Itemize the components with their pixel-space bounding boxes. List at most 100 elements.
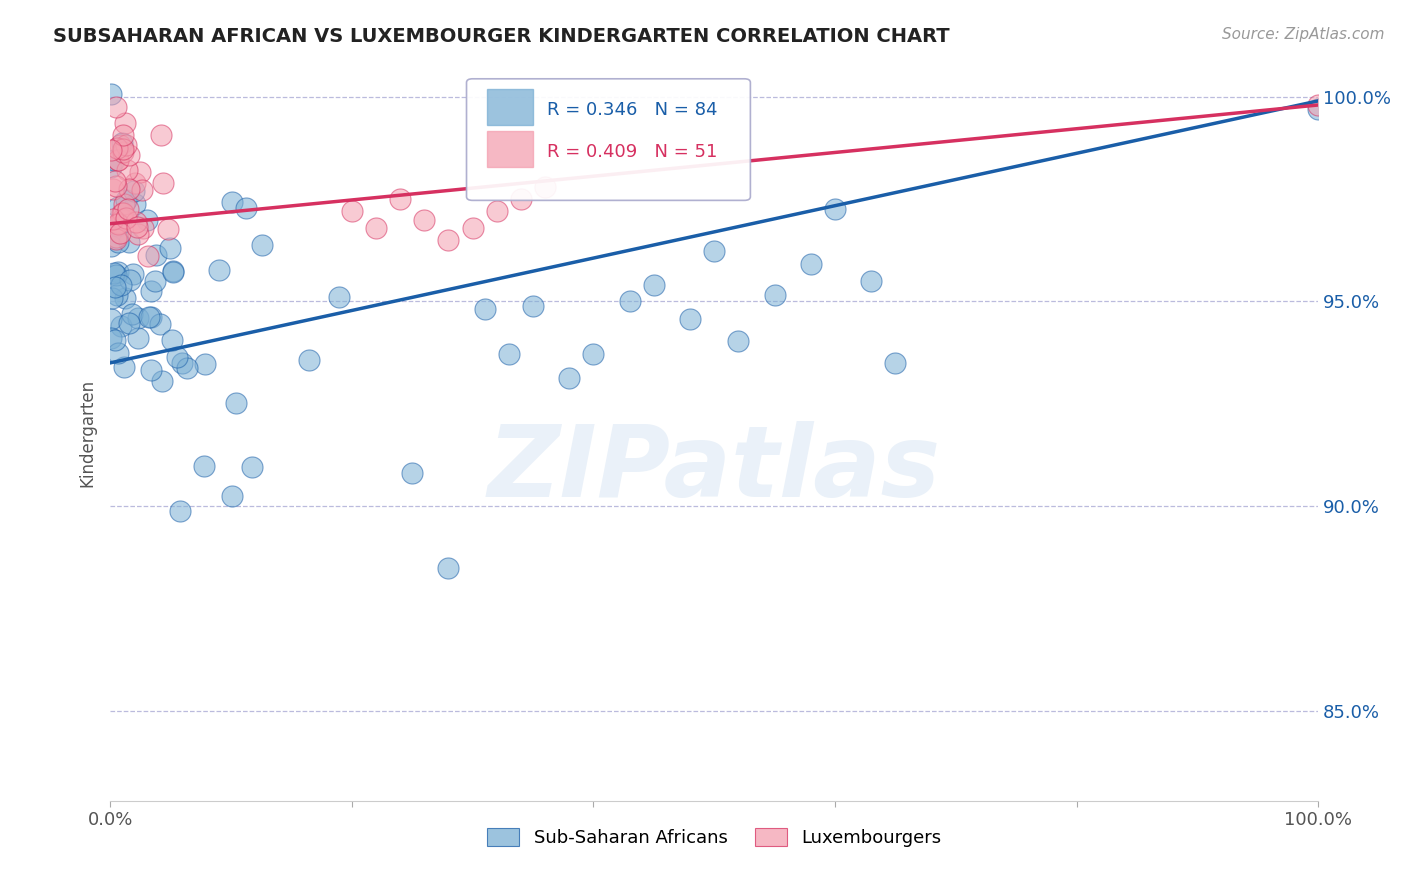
Sub-Saharan Africans — [401, 467, 423, 481]
Sub-Saharan Africans — [114, 291, 136, 305]
Luxembourgers — [117, 202, 139, 217]
Sub-Saharan Africans — [176, 361, 198, 376]
Luxembourgers — [125, 215, 148, 229]
Luxembourgers — [485, 204, 508, 219]
Y-axis label: Kindergarten: Kindergarten — [79, 378, 96, 486]
Luxembourgers — [1308, 98, 1330, 112]
Luxembourgers — [103, 182, 125, 196]
Sub-Saharan Africans — [118, 273, 141, 287]
Sub-Saharan Africans — [328, 290, 350, 304]
Text: SUBSAHARAN AFRICAN VS LUXEMBOURGER KINDERGARTEN CORRELATION CHART: SUBSAHARAN AFRICAN VS LUXEMBOURGER KINDE… — [53, 27, 950, 45]
Sub-Saharan Africans — [127, 311, 149, 326]
Luxembourgers — [111, 142, 134, 156]
Text: R = 0.409   N = 51: R = 0.409 N = 51 — [547, 144, 718, 161]
Sub-Saharan Africans — [159, 241, 181, 255]
Luxembourgers — [127, 219, 149, 234]
Luxembourgers — [150, 128, 173, 142]
Luxembourgers — [129, 165, 152, 179]
Sub-Saharan Africans — [139, 363, 162, 377]
Sub-Saharan Africans — [105, 288, 128, 302]
Sub-Saharan Africans — [884, 356, 907, 370]
Sub-Saharan Africans — [558, 371, 581, 385]
Sub-Saharan Africans — [100, 160, 122, 174]
Sub-Saharan Africans — [162, 265, 184, 279]
Sub-Saharan Africans — [121, 307, 143, 321]
Sub-Saharan Africans — [149, 317, 172, 331]
Luxembourgers — [104, 101, 127, 115]
Sub-Saharan Africans — [727, 334, 749, 348]
Luxembourgers — [131, 183, 153, 197]
Luxembourgers — [111, 206, 134, 220]
Sub-Saharan Africans — [107, 219, 129, 233]
Luxembourgers — [131, 220, 153, 235]
Sub-Saharan Africans — [193, 459, 215, 474]
Sub-Saharan Africans — [437, 560, 460, 574]
Luxembourgers — [107, 216, 129, 230]
Sub-Saharan Africans — [104, 333, 127, 347]
Luxembourgers — [389, 192, 412, 206]
Luxembourgers — [152, 176, 174, 190]
Luxembourgers — [364, 220, 387, 235]
Luxembourgers — [117, 162, 139, 177]
Sub-Saharan Africans — [122, 184, 145, 198]
Sub-Saharan Africans — [100, 239, 122, 253]
Luxembourgers — [104, 174, 127, 188]
Sub-Saharan Africans — [121, 267, 143, 281]
Sub-Saharan Africans — [135, 213, 157, 227]
Sub-Saharan Africans — [118, 316, 141, 330]
Sub-Saharan Africans — [103, 266, 125, 280]
Sub-Saharan Africans — [619, 294, 641, 309]
Luxembourgers — [534, 179, 557, 194]
Sub-Saharan Africans — [118, 235, 141, 250]
Sub-Saharan Africans — [139, 310, 162, 324]
Sub-Saharan Africans — [100, 87, 122, 101]
Sub-Saharan Africans — [107, 201, 129, 215]
Sub-Saharan Africans — [474, 302, 496, 317]
Sub-Saharan Africans — [679, 311, 702, 326]
Luxembourgers — [115, 138, 138, 153]
Luxembourgers — [107, 217, 129, 231]
Luxembourgers — [118, 148, 141, 162]
Luxembourgers — [127, 227, 149, 242]
Sub-Saharan Africans — [143, 274, 166, 288]
Sub-Saharan Africans — [1308, 102, 1330, 116]
Luxembourgers — [413, 212, 436, 227]
Luxembourgers — [461, 220, 484, 235]
Sub-Saharan Africans — [166, 350, 188, 364]
Luxembourgers — [124, 176, 146, 190]
Sub-Saharan Africans — [240, 459, 263, 474]
Sub-Saharan Africans — [104, 268, 127, 282]
Sub-Saharan Africans — [111, 136, 134, 151]
Sub-Saharan Africans — [124, 196, 146, 211]
Sub-Saharan Africans — [824, 202, 846, 216]
Bar — [486, 131, 533, 167]
Sub-Saharan Africans — [141, 284, 163, 298]
Text: R = 0.346   N = 84: R = 0.346 N = 84 — [547, 102, 718, 120]
Sub-Saharan Africans — [522, 300, 544, 314]
Sub-Saharan Africans — [107, 264, 129, 278]
Luxembourgers — [101, 211, 124, 226]
Sub-Saharan Africans — [172, 356, 194, 370]
Sub-Saharan Africans — [162, 263, 184, 277]
Sub-Saharan Africans — [800, 257, 823, 271]
Sub-Saharan Africans — [221, 489, 243, 503]
Sub-Saharan Africans — [100, 312, 122, 326]
Sub-Saharan Africans — [208, 262, 231, 277]
Sub-Saharan Africans — [115, 193, 138, 207]
Sub-Saharan Africans — [103, 153, 125, 168]
Sub-Saharan Africans — [110, 318, 132, 333]
Sub-Saharan Africans — [110, 277, 132, 292]
Sub-Saharan Africans — [107, 235, 129, 249]
Luxembourgers — [112, 197, 135, 211]
Sub-Saharan Africans — [150, 374, 173, 388]
Sub-Saharan Africans — [582, 346, 605, 360]
Luxembourgers — [437, 233, 460, 247]
Sub-Saharan Africans — [169, 504, 191, 518]
Luxembourgers — [340, 204, 363, 219]
Sub-Saharan Africans — [194, 357, 217, 371]
Sub-Saharan Africans — [138, 310, 160, 324]
Sub-Saharan Africans — [127, 330, 149, 344]
Sub-Saharan Africans — [221, 195, 243, 210]
Sub-Saharan Africans — [860, 274, 883, 288]
Luxembourgers — [111, 211, 134, 226]
